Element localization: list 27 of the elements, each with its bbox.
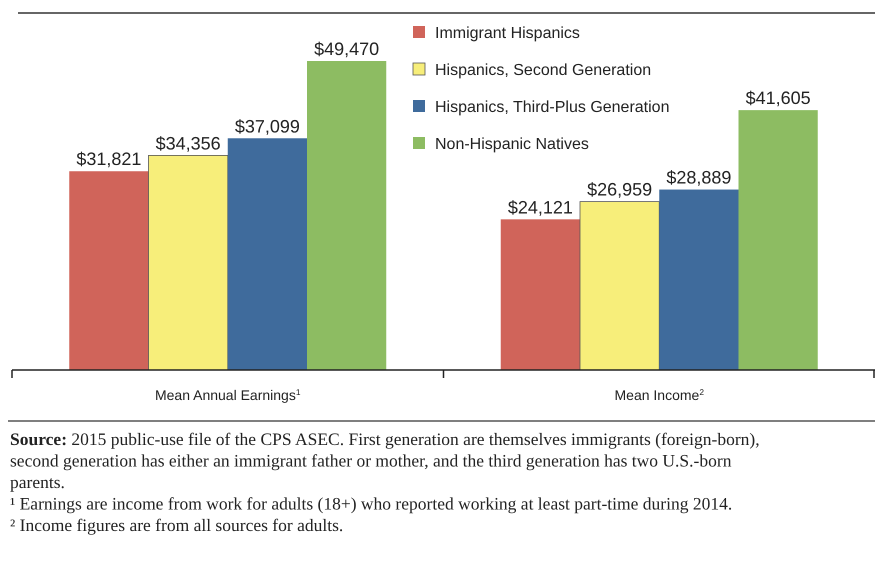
bar — [659, 190, 738, 370]
legend-label: Hispanics, Third-Plus Generation — [435, 99, 670, 116]
bar — [228, 138, 307, 370]
bar — [307, 61, 386, 370]
bar — [580, 201, 660, 370]
legend-label: Non-Hispanic Natives — [435, 136, 589, 153]
bar — [148, 155, 228, 370]
source-note: Source: 2015 public-use file of the CPS ASEC. First generation are themselves immigrants (foreign-born), — [10, 429, 760, 449]
text: ² Income figures are from all sources for adults. — [10, 515, 344, 535]
legend-label: Immigrant Hispanics — [435, 25, 580, 42]
data-label: $24,121 — [508, 197, 573, 218]
data-label: $34,356 — [156, 133, 221, 154]
legend-label: Hispanics, Second Generation — [435, 62, 652, 79]
text: ¹ Earnings are income from work for adults (18+) who reported working at least part-time during 2014. — [10, 494, 732, 514]
data-label: $26,959 — [587, 180, 652, 200]
x-tick-label: Mean Income$^{2}$ — [614, 387, 704, 403]
data-label: $37,099 — [234, 116, 300, 136]
text: parents. — [10, 472, 65, 492]
text: second generation has either an immigrant father or mother, and the third generation has two U.S.-born — [10, 450, 732, 470]
bar — [500, 219, 580, 370]
data-label: $49,470 — [314, 39, 380, 59]
data-label: $41,605 — [746, 88, 811, 108]
bar — [69, 171, 148, 370]
data-label: $31,821 — [76, 149, 142, 170]
x-tick-label: Mean Annual Earnings$^{1}$ — [154, 387, 301, 403]
bar — [738, 110, 818, 370]
data-label: $28,889 — [666, 168, 732, 188]
